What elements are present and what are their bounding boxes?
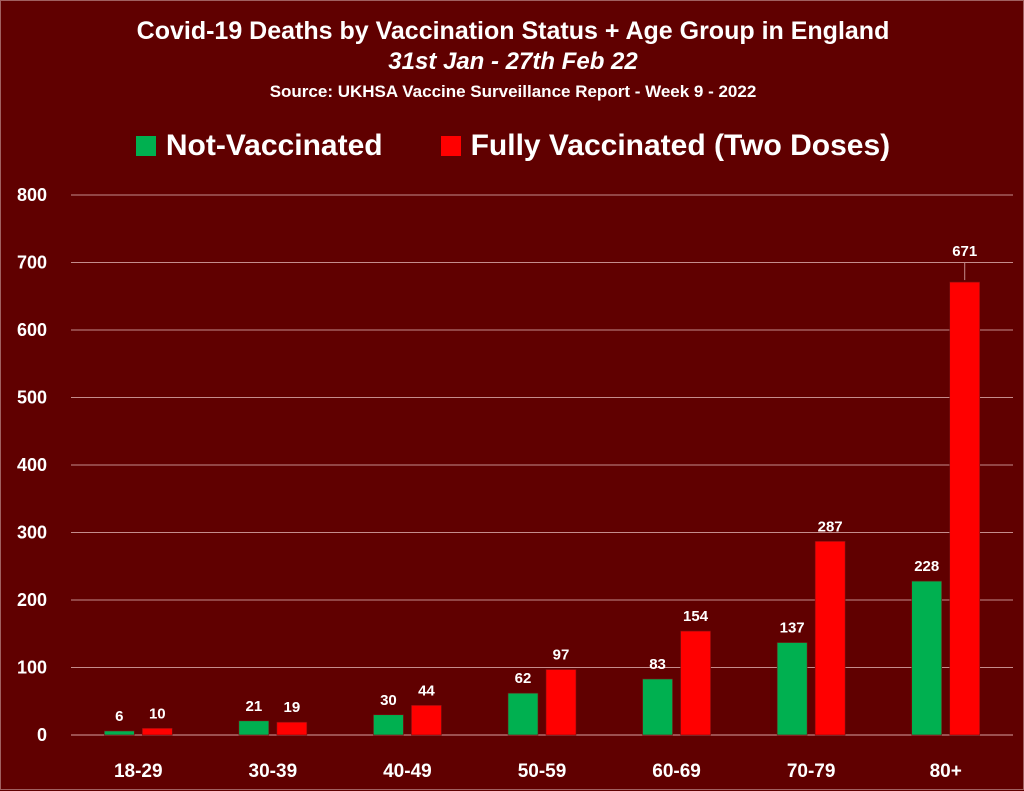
bar-fully-vaccinated bbox=[545, 669, 577, 736]
bar-not-vaccinated bbox=[373, 714, 404, 736]
legend: Not-Vaccinated Fully Vaccinated (Two Dos… bbox=[1, 129, 1024, 163]
data-label: 62 bbox=[515, 670, 532, 687]
bar-fully-vaccinated bbox=[276, 721, 308, 736]
legend-item-fully-vaccinated: Fully Vaccinated (Two Doses) bbox=[440, 129, 891, 163]
data-label: 287 bbox=[818, 518, 843, 535]
y-tick-label: 100 bbox=[17, 658, 47, 678]
x-tick-label: 80+ bbox=[930, 761, 962, 782]
bar-fully-vaccinated bbox=[411, 704, 442, 736]
data-label: 44 bbox=[418, 682, 435, 699]
data-label: 671 bbox=[952, 243, 977, 260]
bar-fully-vaccinated bbox=[680, 630, 711, 736]
chart-title: Covid-19 Deaths by Vaccination Status + … bbox=[136, 17, 890, 45]
x-tick-label: 18-29 bbox=[114, 761, 163, 782]
data-label: 97 bbox=[553, 647, 570, 664]
x-tick-label: 50-59 bbox=[518, 761, 567, 782]
x-tick-label: 70-79 bbox=[787, 761, 836, 782]
legend-item-not-vaccinated: Not-Vaccinated bbox=[135, 129, 383, 163]
bar-not-vaccinated bbox=[103, 730, 135, 736]
bar-not-vaccinated bbox=[642, 678, 673, 736]
legend-label-not-vaccinated: Not-Vaccinated bbox=[165, 129, 383, 162]
bar-not-vaccinated bbox=[238, 720, 270, 736]
y-tick-label: 800 bbox=[17, 185, 47, 205]
chart-source: Source: UKHSA Vaccine Surveillance Repor… bbox=[269, 82, 757, 101]
y-tick-label: 700 bbox=[17, 253, 47, 273]
y-tick-label: 600 bbox=[17, 320, 47, 340]
data-label: 154 bbox=[683, 608, 709, 625]
y-tick-label: 300 bbox=[17, 523, 47, 543]
y-tick-label: 0 bbox=[37, 725, 47, 745]
legend-swatch-fully-vaccinated bbox=[440, 136, 461, 156]
chart-subtitle: 31st Jan - 27th Feb 22 bbox=[388, 48, 638, 75]
data-label: 83 bbox=[649, 656, 666, 673]
bar-fully-vaccinated bbox=[949, 281, 981, 736]
y-tick-label: 500 bbox=[17, 388, 47, 408]
bar-fully-vaccinated bbox=[141, 727, 173, 736]
title-block: Covid-19 Deaths by Vaccination Status + … bbox=[1, 15, 1024, 105]
legend-swatch-not-vaccinated bbox=[135, 136, 156, 156]
y-tick-label: 200 bbox=[17, 590, 47, 610]
x-tick-label: 30-39 bbox=[249, 761, 298, 782]
legend-label-fully-vaccinated: Fully Vaccinated (Two Doses) bbox=[470, 129, 891, 162]
y-tick-label: 400 bbox=[17, 455, 47, 475]
x-tick-label: 40-49 bbox=[383, 761, 432, 782]
data-label: 6 bbox=[115, 708, 123, 725]
data-label: 10 bbox=[149, 705, 166, 722]
x-tick-label: 60-69 bbox=[652, 761, 701, 782]
data-label: 137 bbox=[780, 620, 805, 637]
data-label: 30 bbox=[380, 692, 397, 709]
bar-fully-vaccinated bbox=[814, 540, 846, 736]
bar-not-vaccinated bbox=[776, 642, 808, 736]
data-label: 21 bbox=[246, 698, 263, 715]
bar-not-vaccinated bbox=[507, 692, 539, 736]
bar-not-vaccinated bbox=[911, 580, 943, 736]
data-label: 228 bbox=[914, 558, 939, 575]
data-label: 19 bbox=[284, 699, 301, 716]
